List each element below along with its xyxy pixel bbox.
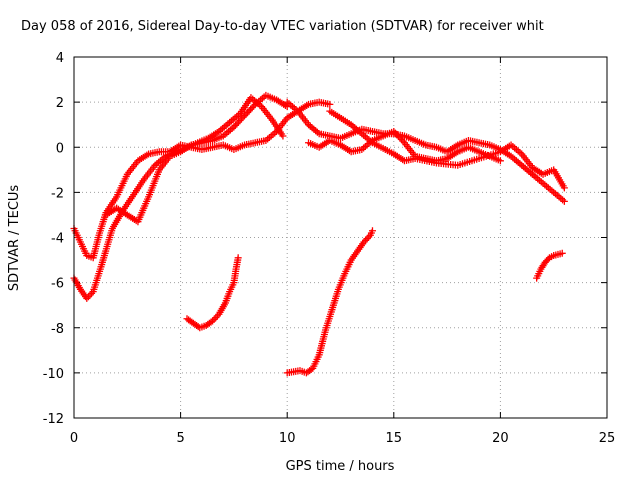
data-point (560, 197, 568, 205)
data-point (234, 254, 242, 262)
x-tick-label: 25 (599, 431, 616, 446)
data-point (544, 255, 552, 263)
data-point (391, 129, 399, 137)
data-point (560, 184, 568, 192)
data-point (248, 104, 256, 112)
x-tick-label: 20 (492, 431, 509, 446)
data-point (86, 291, 94, 299)
data-point (399, 137, 407, 145)
data-point (390, 127, 398, 135)
series-trace-f (326, 107, 568, 192)
data-point (238, 115, 246, 123)
data-point (236, 116, 244, 124)
data-point (212, 314, 220, 322)
series-trace-a (70, 98, 334, 262)
data-point (368, 227, 376, 235)
y-tick-label: 2 (56, 96, 64, 111)
x-axis-title: GPS time / hours (286, 459, 395, 474)
data-point (279, 132, 287, 140)
x-tick-labels: 0 5 10 15 20 25 (70, 431, 615, 446)
series-trace-g (183, 254, 242, 332)
x-tick-label: 10 (279, 431, 296, 446)
data-point (231, 121, 239, 129)
series-trace-c (102, 91, 291, 226)
y-tick-label: -2 (51, 186, 64, 201)
data-point (393, 131, 401, 139)
chart-title: Day 058 of 2016, Sidereal Day-to-day VTE… (21, 19, 544, 34)
y-tick-label: -10 (43, 367, 64, 382)
plot-frame (73, 56, 608, 419)
data-point (245, 107, 253, 115)
axis-ticks (73, 56, 608, 419)
data-point (397, 136, 405, 144)
data-point (239, 113, 247, 121)
grid-lines (74, 57, 607, 418)
y-tick-label: -12 (43, 412, 64, 427)
series-trace-i (533, 249, 566, 282)
data-point (241, 112, 249, 120)
x-tick-label: 15 (386, 431, 403, 446)
series-trace-h (283, 227, 376, 377)
y-tick-label: -4 (51, 232, 64, 247)
data-point (363, 235, 371, 243)
data-point (244, 108, 252, 116)
y-tick-label: -6 (51, 277, 64, 292)
data-point (396, 134, 404, 142)
data-point (234, 118, 242, 126)
y-axis-title: SDTVAR / TECUs (7, 185, 22, 292)
data-point (394, 132, 402, 140)
y-tick-label: -8 (51, 322, 64, 337)
y-tick-label: 0 (56, 141, 64, 156)
data-point (326, 100, 334, 108)
y-tick-label: 4 (56, 51, 64, 66)
y-tick-labels: -12 -10 -8 -6 -4 -2 0 2 4 (43, 51, 64, 427)
data-point (247, 105, 255, 113)
data-points (70, 91, 568, 377)
x-tick-label: 5 (176, 431, 184, 446)
data-point (558, 249, 566, 257)
data-point (250, 102, 258, 110)
data-point (242, 110, 250, 118)
x-tick-label: 0 (70, 431, 78, 446)
series-trace-b (70, 94, 287, 302)
data-point (233, 120, 241, 128)
series-trace-d (283, 98, 568, 205)
data-point (496, 157, 504, 165)
data-point (230, 123, 238, 131)
